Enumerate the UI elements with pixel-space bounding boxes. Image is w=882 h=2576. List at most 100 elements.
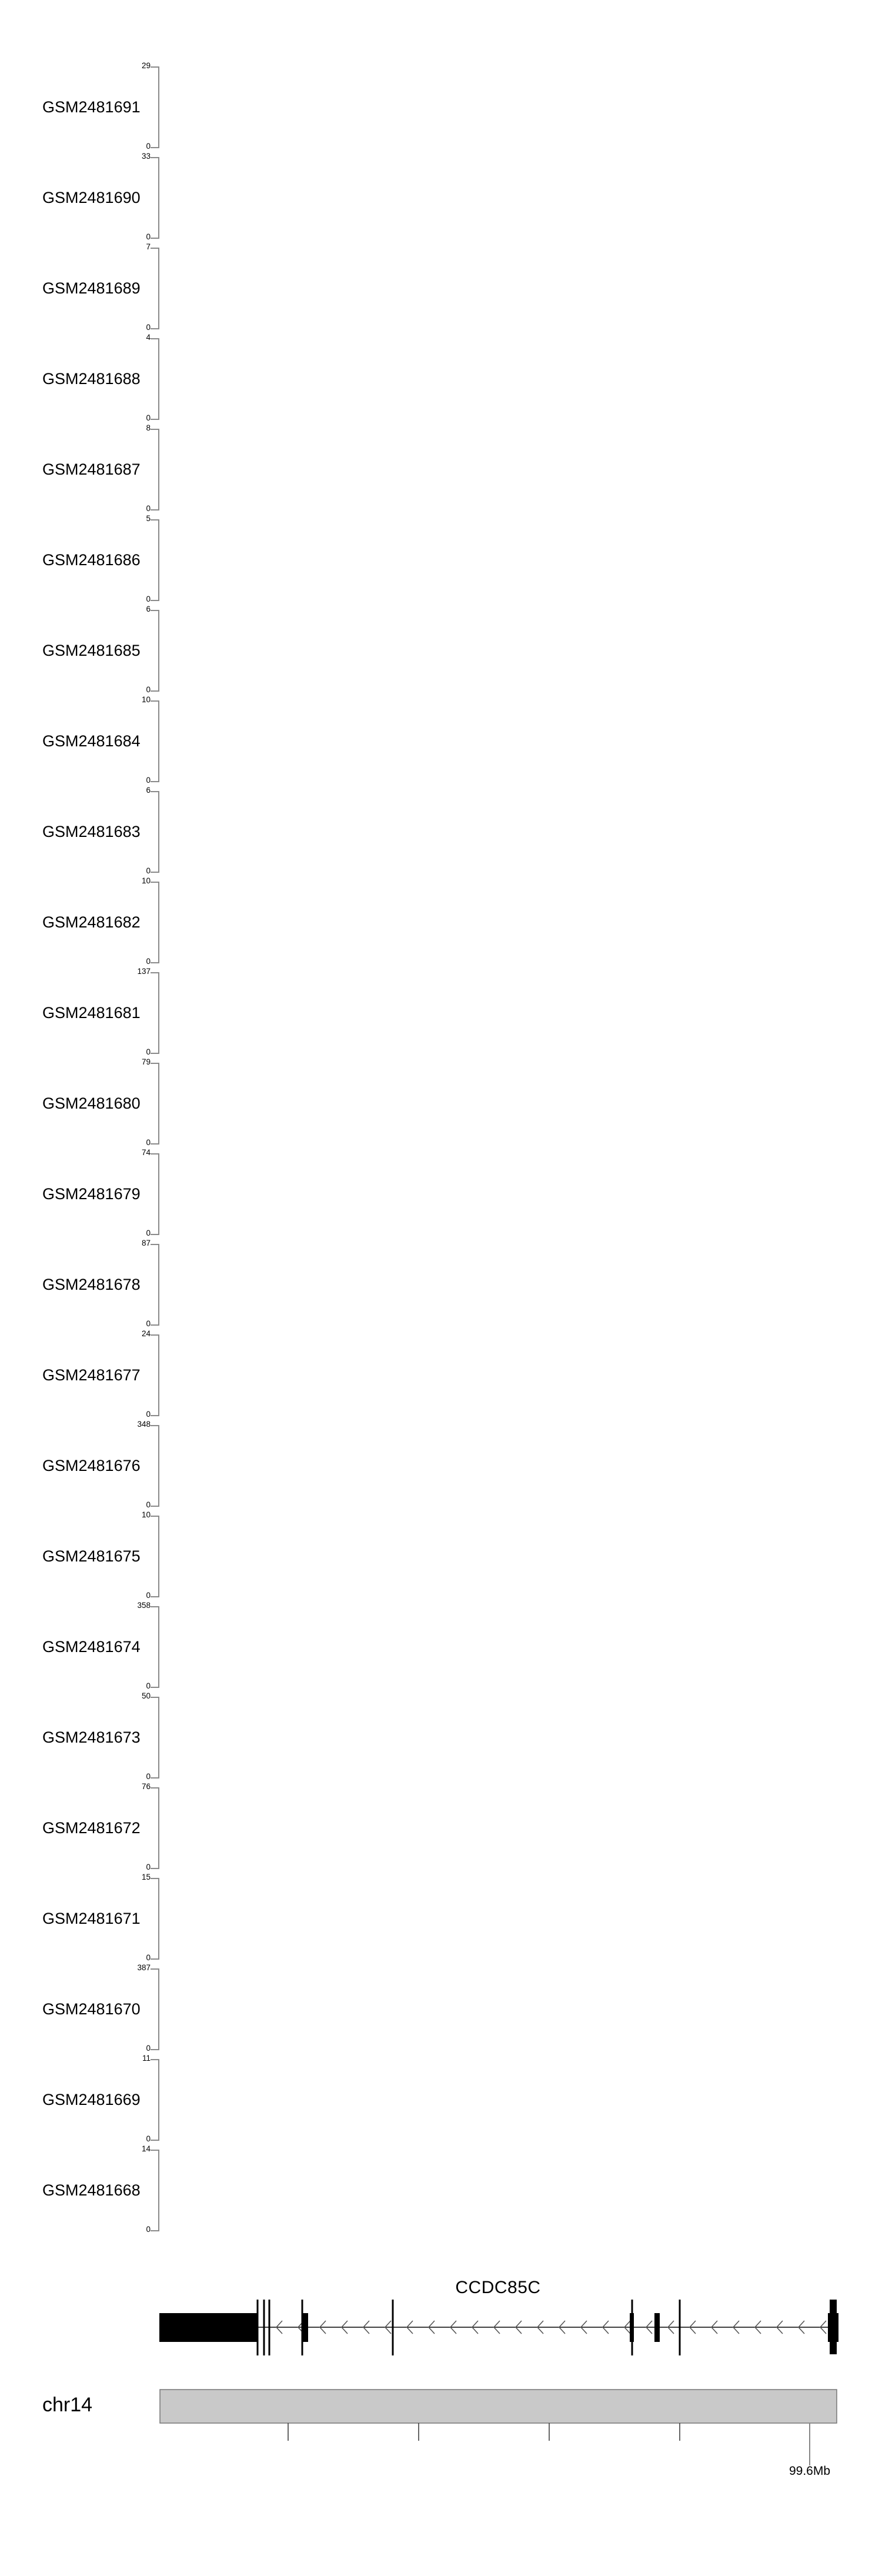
track-label: GSM2481691 xyxy=(42,98,141,116)
track-axis-tick-top xyxy=(151,338,159,339)
track-ymin-value: 0 xyxy=(146,1229,151,1237)
track-y-axis xyxy=(158,157,159,239)
track-ymin-value: 0 xyxy=(146,142,151,151)
track-label: GSM2481686 xyxy=(42,551,141,569)
track-ymax-value: 10 xyxy=(141,695,151,704)
track-y-axis xyxy=(158,882,159,963)
track-axis-tick-bottom xyxy=(151,147,159,148)
track-axis-tick-bottom xyxy=(151,1506,159,1507)
track-ymin-value: 0 xyxy=(146,1138,151,1147)
track-ymin-value: 0 xyxy=(146,1319,151,1328)
track-label: GSM2481675 xyxy=(42,1547,141,1565)
track-label: GSM2481681 xyxy=(42,1004,141,1022)
track-axis-tick-bottom xyxy=(151,1143,159,1144)
track-axis-tick-bottom xyxy=(151,2230,159,2231)
track-ymin-value: 0 xyxy=(146,413,151,422)
track-ymax-value: 348 xyxy=(137,1420,151,1429)
track-label: GSM2481678 xyxy=(42,1276,141,1293)
track-label: GSM2481679 xyxy=(42,1185,141,1203)
track-axis-tick-top xyxy=(151,1878,159,1879)
track-ymax-value: 11 xyxy=(142,2054,151,2063)
track-axis-tick-bottom xyxy=(151,1053,159,1054)
track-y-axis xyxy=(158,1697,159,1778)
gene-name-label: CCDC85C xyxy=(455,2278,541,2297)
track-row: GSM2481690 33 0 xyxy=(0,134,882,241)
track-axis-tick-bottom xyxy=(151,1324,159,1326)
track-ymax-value: 14 xyxy=(141,2144,151,2153)
track-y-axis xyxy=(158,1787,159,1869)
track-ymin-value: 0 xyxy=(146,685,151,694)
track-label: GSM2481688 xyxy=(42,370,141,388)
track-label: GSM2481689 xyxy=(42,279,141,297)
track-row: GSM2481686 5 0 xyxy=(0,496,882,603)
track-label: GSM2481682 xyxy=(42,913,141,931)
track-axis-tick-bottom xyxy=(151,1777,159,1778)
track-row: GSM2481689 7 0 xyxy=(0,224,882,332)
track-row: GSM2481688 4 0 xyxy=(0,315,882,422)
track-label: GSM2481685 xyxy=(42,642,141,659)
track-y-axis xyxy=(158,519,159,601)
track-y-axis xyxy=(158,610,159,692)
track-row: GSM2481684 10 0 xyxy=(0,677,882,785)
track-ymax-value: 387 xyxy=(137,1963,151,1972)
track-row: GSM2481674 358 0 xyxy=(0,1583,882,1690)
track-y-axis xyxy=(158,972,159,1054)
track-axis-tick-top xyxy=(151,1606,159,1607)
track-row: GSM2481675 10 0 xyxy=(0,1492,882,1600)
track-label: GSM2481680 xyxy=(42,1095,141,1112)
track-ymax-value: 10 xyxy=(141,876,151,885)
track-ymin-value: 0 xyxy=(146,776,151,785)
track-row: GSM2481683 6 0 xyxy=(0,768,882,875)
track-label: GSM2481670 xyxy=(42,2000,141,2018)
track-axis-tick-bottom xyxy=(151,781,159,782)
gene-structure xyxy=(159,2300,838,2355)
track-label: GSM2481669 xyxy=(42,2091,141,2108)
track-row: GSM2481678 87 0 xyxy=(0,1220,882,1328)
chromosome-ideogram xyxy=(159,2389,837,2465)
track-row: GSM2481687 8 0 xyxy=(0,405,882,513)
track-ymax-value: 24 xyxy=(141,1329,151,1338)
track-ymin-value: 0 xyxy=(146,1410,151,1419)
track-ymax-value: 358 xyxy=(137,1601,151,1610)
track-ymin-value: 0 xyxy=(146,957,151,966)
track-ymin-value: 0 xyxy=(146,1772,151,1781)
track-ymax-value: 74 xyxy=(141,1148,151,1157)
track-axis-tick-top xyxy=(151,157,159,158)
track-y-axis xyxy=(158,338,159,420)
track-axis-tick-bottom xyxy=(151,1958,159,1960)
track-ymin-value: 0 xyxy=(146,1681,151,1690)
track-ymin-value: 0 xyxy=(146,1591,151,1600)
track-axis-tick-bottom xyxy=(151,2140,159,2141)
track-ymin-value: 0 xyxy=(146,1863,151,1871)
track-axis-tick-top xyxy=(151,2059,159,2060)
track-ymax-value: 7 xyxy=(146,242,151,251)
track-label: GSM2481684 xyxy=(42,732,141,750)
track-y-axis xyxy=(158,1878,159,1960)
track-axis-tick-top xyxy=(151,972,159,973)
track-axis-tick-top xyxy=(151,1425,159,1426)
track-ymin-value: 0 xyxy=(146,2225,151,2234)
track-axis-tick-top xyxy=(151,519,159,520)
track-axis-tick-bottom xyxy=(151,509,159,510)
track-ymin-value: 0 xyxy=(146,1500,151,1509)
track-ymin-value: 0 xyxy=(146,504,151,513)
track-row: GSM2481680 79 0 xyxy=(0,1039,882,1147)
track-y-axis xyxy=(158,1606,159,1688)
track-axis-tick-bottom xyxy=(151,1687,159,1688)
track-y-axis xyxy=(158,429,159,510)
track-axis-tick-top xyxy=(151,1244,159,1245)
track-y-axis xyxy=(158,1063,159,1144)
track-axis-tick-top xyxy=(151,66,159,68)
track-row: GSM2481679 74 0 xyxy=(0,1130,882,1237)
track-row: GSM2481691 29 0 xyxy=(0,43,882,151)
track-label: GSM2481671 xyxy=(42,1910,141,1927)
track-axis-tick-top xyxy=(151,791,159,792)
track-axis-tick-top xyxy=(151,2150,159,2151)
track-axis-tick-top xyxy=(151,429,159,430)
track-ymin-value: 0 xyxy=(146,2134,151,2143)
track-label: GSM2481690 xyxy=(42,189,141,206)
track-row: GSM2481682 10 0 xyxy=(0,858,882,966)
chromosome-label: chr14 xyxy=(42,2394,93,2416)
track-axis-tick-top xyxy=(151,882,159,883)
track-axis-tick-bottom xyxy=(151,962,159,963)
